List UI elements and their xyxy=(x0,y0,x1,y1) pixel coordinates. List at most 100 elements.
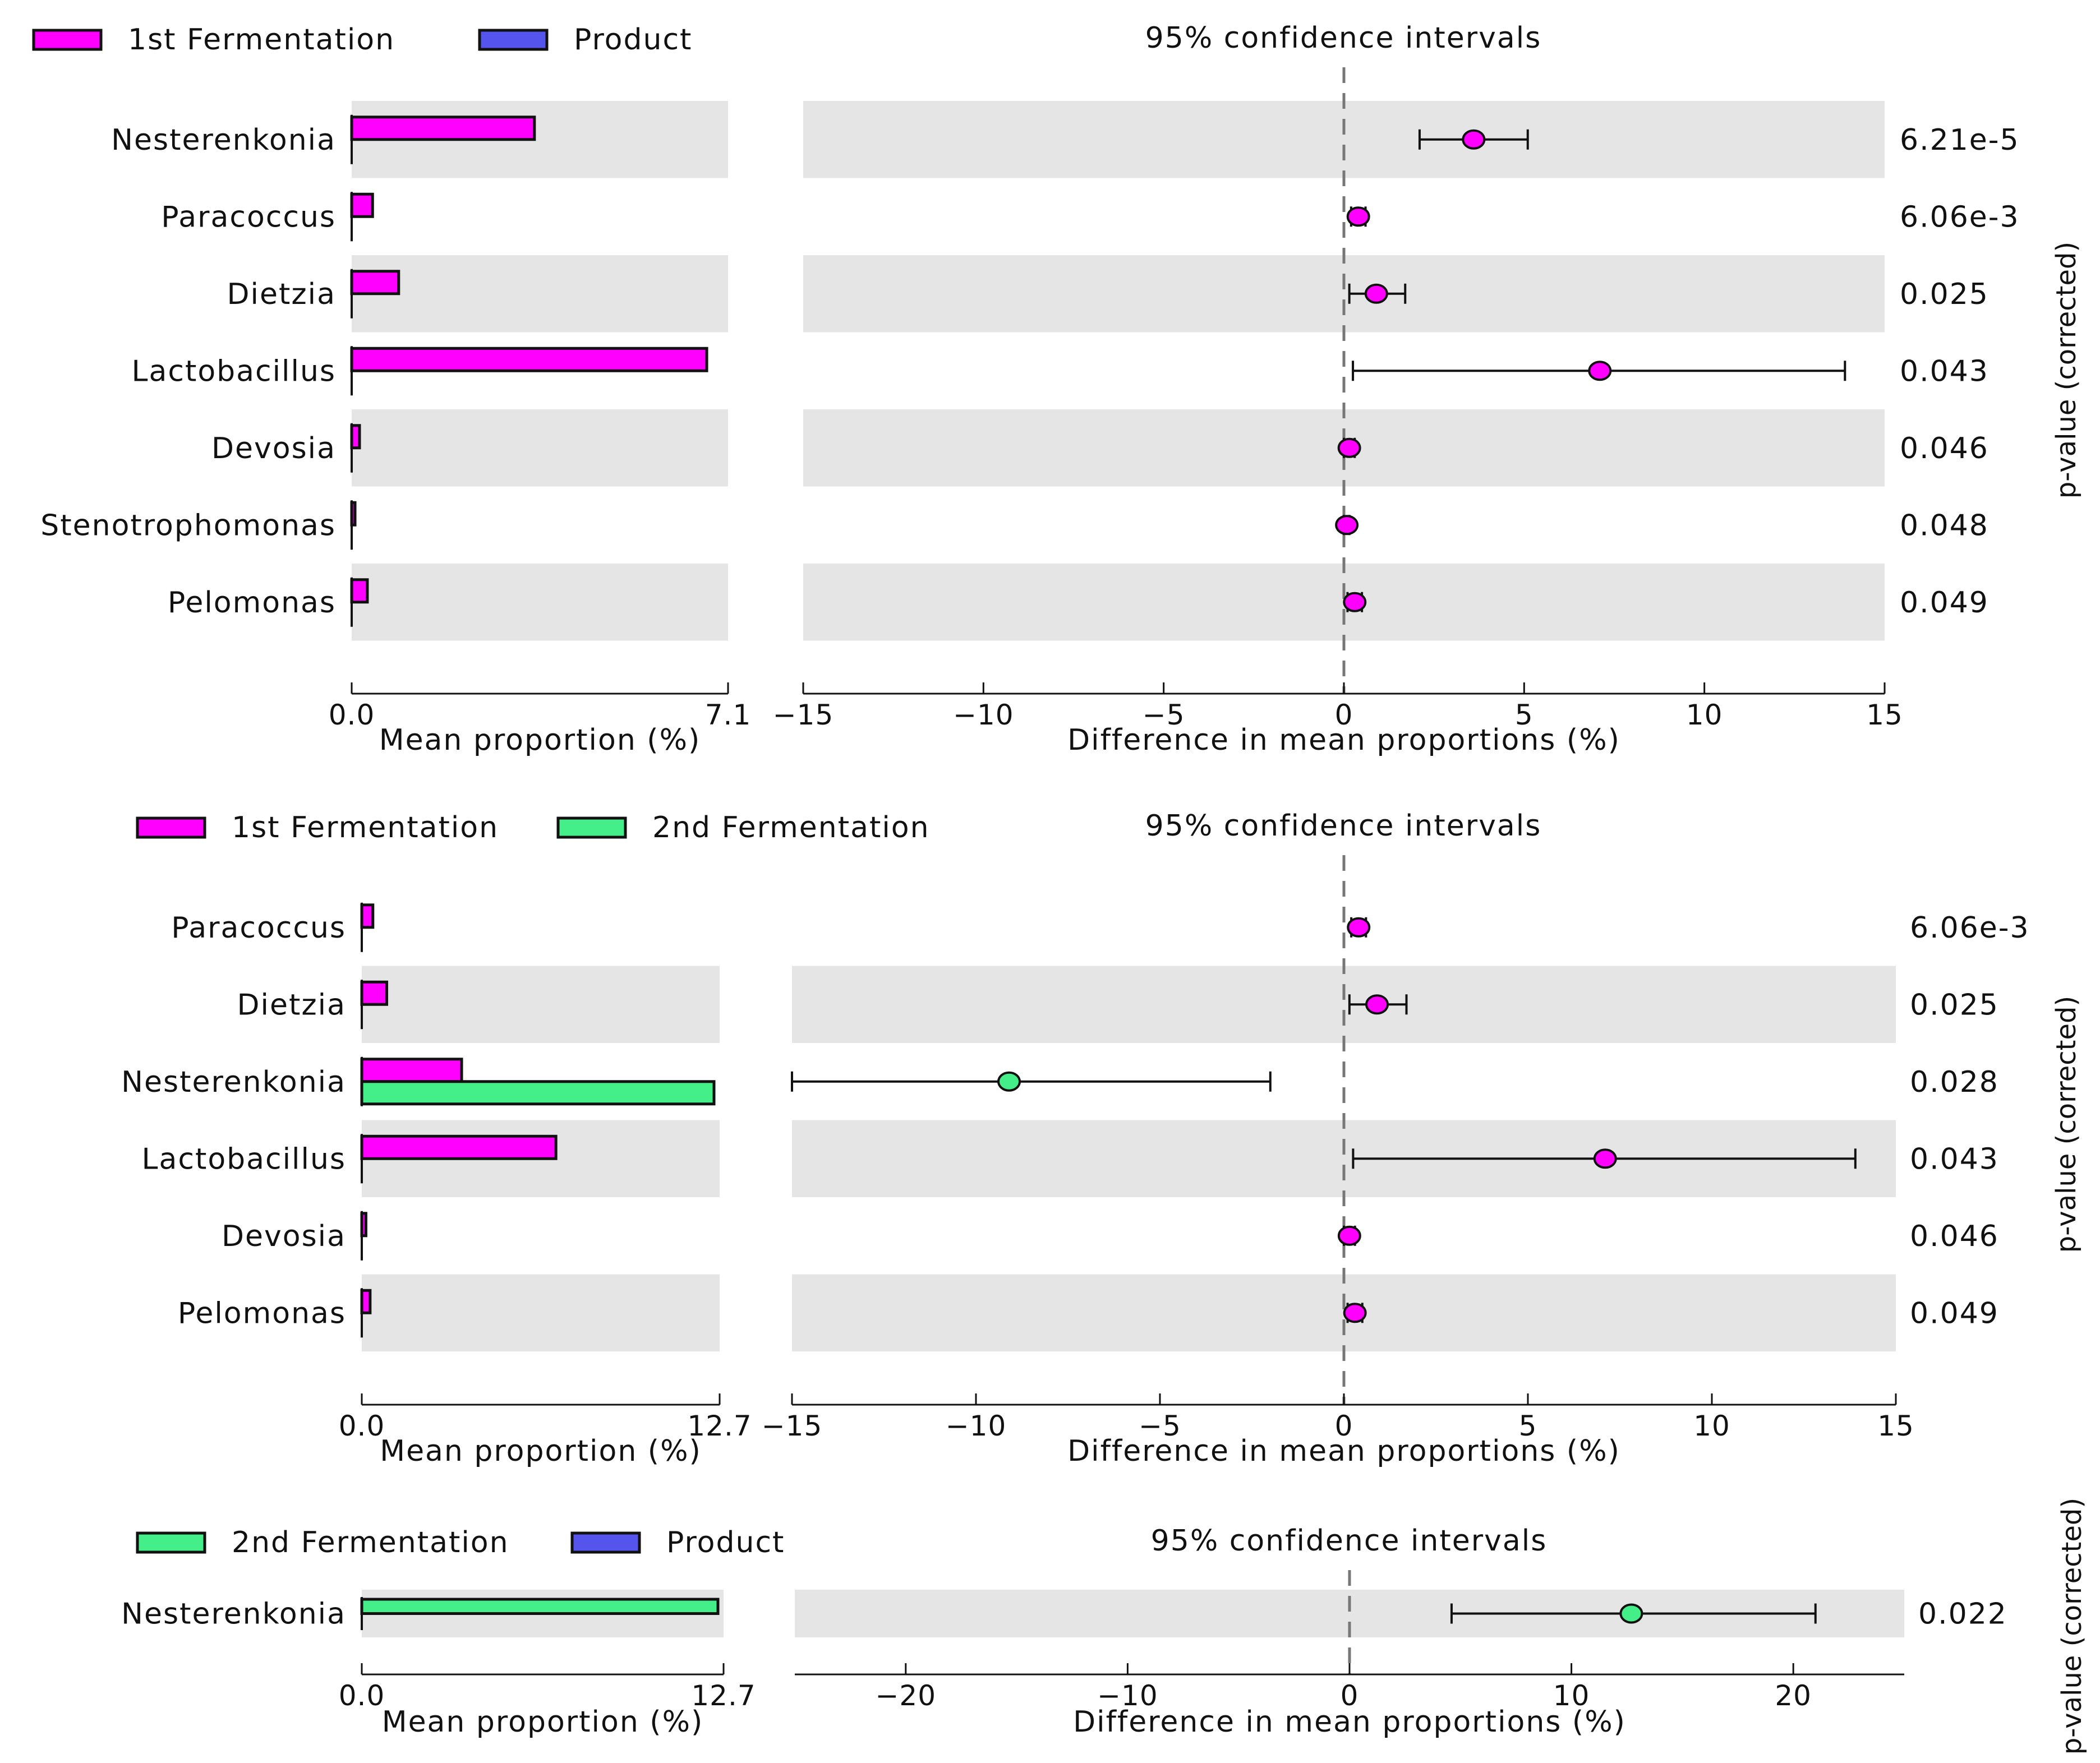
row-band xyxy=(362,1274,720,1351)
taxon-label: Nesterenkonia xyxy=(121,1598,346,1631)
mean-bar-1st-fermentation xyxy=(350,270,400,296)
ci-point xyxy=(1337,1225,1361,1246)
row-band xyxy=(803,101,1885,178)
diff-axis-tick-label: −10 xyxy=(953,699,1014,731)
mean-bar-1st-fermentation xyxy=(360,1289,372,1314)
legend-swatch xyxy=(136,816,206,839)
row-band xyxy=(803,255,1885,333)
taxon-label: Stenotrophomonas xyxy=(40,509,336,542)
p-value: 0.022 xyxy=(1918,1598,2007,1631)
mean-axis-tick-label: 0.0 xyxy=(339,1679,385,1712)
ci-point xyxy=(1337,437,1361,458)
diff-axis-tick-label: −10 xyxy=(1097,1679,1158,1712)
mean-bar-1st-fermentation xyxy=(360,980,389,1006)
diff-axis-tick-label: 0 xyxy=(1335,1410,1353,1442)
p-value: 0.046 xyxy=(1900,432,1989,465)
diff-axis-tick-label: 0 xyxy=(1341,1679,1359,1712)
ci-point xyxy=(1343,592,1367,612)
ci-point xyxy=(1619,1603,1643,1624)
panel-3: 2nd Fermentation Product 95% confidence in… xyxy=(121,1498,2088,1755)
panel-1: 1st Fermentation Product 95% confidence in… xyxy=(32,21,2082,757)
mean-bar-1st-fermentation xyxy=(350,116,536,141)
diff-axis-tick-label: 10 xyxy=(1693,1410,1730,1442)
diff-axis-tick-label: 5 xyxy=(1519,1410,1537,1442)
taxon-label: Devosia xyxy=(222,1220,346,1253)
taxon-label: Dietzia xyxy=(227,278,336,311)
mean-bar-1st-fermentation xyxy=(360,1212,367,1238)
p-value: 0.025 xyxy=(1900,278,1989,311)
diff-axis-tick-label: 15 xyxy=(1877,1410,1914,1442)
panel-2: 1st Fermentation 2nd Fermentation 95% conf… xyxy=(121,809,2082,1468)
ci-title: 95% confidence intervals xyxy=(1145,809,1542,843)
p-value: 0.048 xyxy=(1900,509,1989,542)
diff-axis-tick-label: −10 xyxy=(946,1410,1007,1442)
diff-axis-tick-label: −20 xyxy=(876,1679,937,1712)
row-band xyxy=(362,966,720,1043)
mean-bar-2nd-fermentation xyxy=(360,1080,716,1106)
ci-point xyxy=(1462,129,1486,150)
p-value: 0.028 xyxy=(1910,1065,1999,1099)
ci-point xyxy=(1346,206,1370,227)
ci-point xyxy=(1343,1303,1367,1323)
mean-axis-title: Mean proportion (%) xyxy=(382,1705,704,1739)
legend-label: Product xyxy=(666,1526,785,1559)
diff-axis-tick-label: −15 xyxy=(762,1410,823,1442)
mean-axis-tick-label: 0.0 xyxy=(339,1410,385,1442)
diff-axis-tick-label: −5 xyxy=(1139,1410,1181,1442)
mean-bar-1st-fermentation xyxy=(350,424,361,450)
taxon-label: Devosia xyxy=(211,432,336,465)
taxon-label: Nesterenkonia xyxy=(111,123,336,157)
p-value: 0.046 xyxy=(1910,1220,1999,1253)
row-band xyxy=(352,255,728,333)
row-band xyxy=(352,564,728,641)
p-value: 6.06e-3 xyxy=(1910,911,2030,945)
legend-label: Product xyxy=(574,23,692,57)
mean-bar-1st-fermentation xyxy=(360,1058,463,1083)
mean-axis-title: Mean proportion (%) xyxy=(379,723,701,757)
p-value: 0.049 xyxy=(1910,1296,1999,1330)
ci-point xyxy=(1335,515,1359,536)
ci-point xyxy=(1364,283,1388,304)
diff-axis-tick-label: −15 xyxy=(773,699,834,731)
taxon-label: Pelomonas xyxy=(178,1296,346,1330)
ci-point xyxy=(1593,1148,1617,1169)
diff-axis-tick-label: 20 xyxy=(1775,1679,1812,1712)
diff-axis-tick-label: 15 xyxy=(1866,699,1903,731)
p-value-axis-title: p-value (corrected) xyxy=(2051,242,2082,499)
legend-swatch xyxy=(556,816,627,839)
diff-axis-tick-label: −5 xyxy=(1143,699,1185,731)
legend-label: 1st Fermentation xyxy=(232,811,499,844)
legend-swatch xyxy=(136,1531,206,1554)
p-value-axis-title: p-value (corrected) xyxy=(2051,996,2082,1253)
ci-point xyxy=(997,1071,1021,1092)
ci-point xyxy=(1365,994,1389,1015)
p-value: 0.049 xyxy=(1900,586,1989,620)
row-band xyxy=(352,409,728,487)
mean-axis-tick-label: 12.7 xyxy=(691,1679,756,1712)
taxon-label: Pelomonas xyxy=(168,586,336,620)
diff-axis-tick-label: 10 xyxy=(1553,1679,1590,1712)
mean-bar-1st-fermentation xyxy=(350,347,708,372)
legend-swatch xyxy=(478,29,549,51)
diff-axis-tick-label: 0 xyxy=(1335,699,1353,731)
p-value: 6.21e-5 xyxy=(1900,123,2020,157)
mean-axis-tick-label: 7.1 xyxy=(705,699,752,731)
diff-axis-title: Difference in mean proportions (%) xyxy=(1067,1434,1620,1468)
mean-bar-1st-fermentation xyxy=(350,192,374,218)
legend-swatch xyxy=(570,1531,641,1554)
taxon-label: Dietzia xyxy=(237,988,346,1022)
ci-title: 95% confidence intervals xyxy=(1151,1524,1548,1558)
taxon-label: Paracoccus xyxy=(161,200,336,234)
mean-bar-2nd-fermentation xyxy=(360,1598,720,1615)
ci-title: 95% confidence intervals xyxy=(1145,21,1542,55)
p-value: 0.043 xyxy=(1910,1142,1999,1176)
legend-label: 2nd Fermentation xyxy=(652,811,930,844)
legend-label: 2nd Fermentation xyxy=(232,1526,509,1559)
ci-point xyxy=(1347,917,1371,938)
diff-axis-title: Difference in mean proportions (%) xyxy=(1067,723,1620,757)
legend-label: 1st Fermentation xyxy=(128,23,395,57)
mean-bar-1st-fermentation xyxy=(360,1134,558,1160)
diff-axis-tick-label: 10 xyxy=(1686,699,1723,731)
diff-axis-tick-label: 5 xyxy=(1515,699,1533,731)
